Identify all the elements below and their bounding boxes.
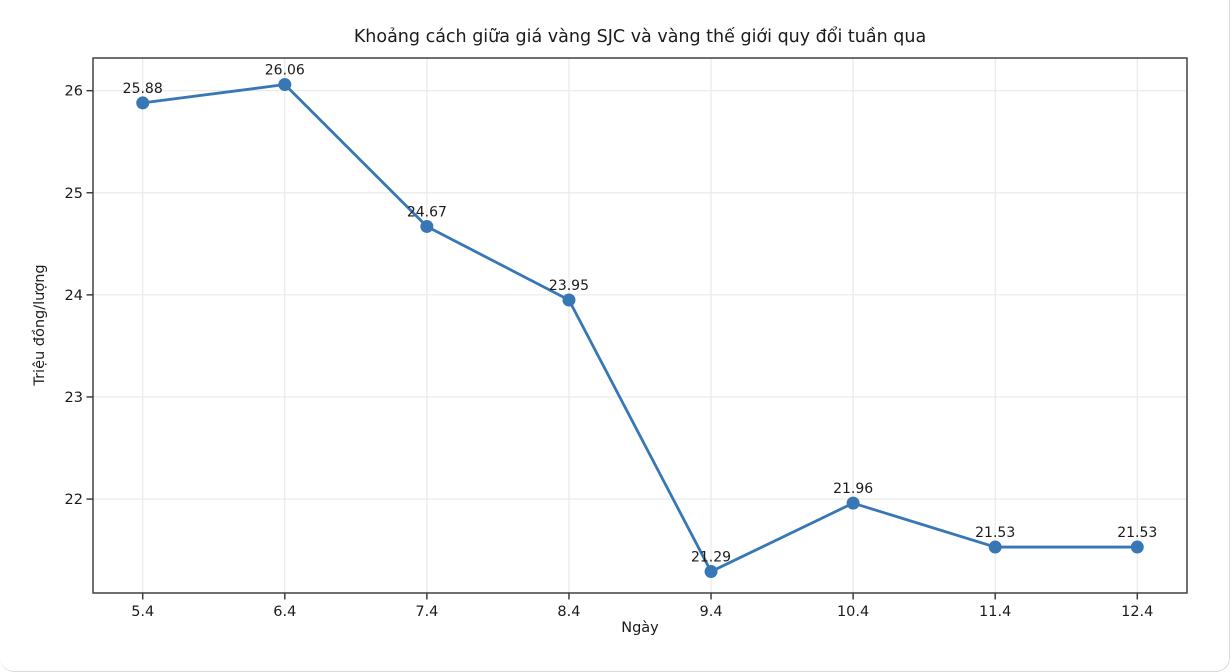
data-point [136,96,150,110]
y-tick-label: 26 [65,84,83,100]
data-point-label: 21.53 [975,525,1015,541]
y-tick-label: 24 [65,288,83,304]
data-point-label: 21.96 [833,481,873,497]
data-point [278,78,292,92]
x-tick-label: 9.4 [700,604,723,620]
x-tick-label: 12.4 [1121,604,1153,620]
data-point [846,496,860,510]
data-point-label: 26.06 [265,63,305,79]
data-point [704,565,718,579]
chart-title: Khoảng cách giữa giá vàng SJC và vàng th… [353,27,927,47]
data-point [988,540,1002,554]
data-point-label: 25.88 [123,81,163,97]
x-tick-label: 5.4 [131,604,154,620]
y-tick-label: 22 [65,492,83,508]
y-tick-label: 25 [65,186,83,202]
data-point-label: 23.95 [549,278,589,294]
data-point-label: 21.53 [1117,525,1157,541]
data-line [141,83,1139,573]
x-tick-label: 7.4 [415,604,438,620]
data-point [562,293,576,307]
data-point [420,219,434,233]
data-point-label: 21.29 [691,550,731,566]
plot-border [92,57,1188,594]
y-tick-label: 23 [65,390,83,406]
x-tick-label: 8.4 [557,604,580,620]
data-point [1130,540,1144,554]
x-tick-label: 11.4 [979,604,1011,620]
x-tick-label: 6.4 [273,604,296,620]
x-tick-label: 10.4 [837,604,869,620]
x-axis-label: Ngày [621,620,659,636]
data-point-label: 24.67 [407,204,447,220]
